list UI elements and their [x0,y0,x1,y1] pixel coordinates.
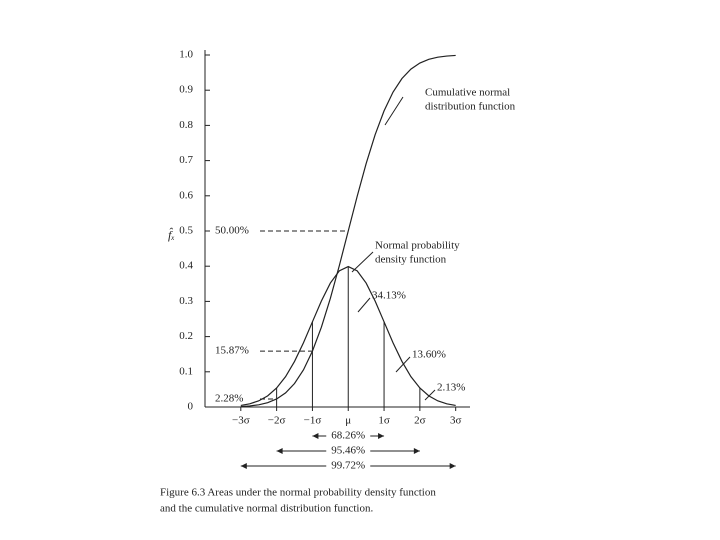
leader [357,297,371,313]
leader [384,96,404,126]
y-tick-label: 1.0 [179,49,193,61]
leader [424,389,436,401]
x-tick-label: −1σ [304,415,322,427]
x-tick-label: 2σ [414,415,426,427]
caption: Figure 6.3 Areas under the normal probab… [160,487,436,499]
x-tick-label: 1σ [378,415,390,427]
reference-label: 15.87% [215,345,249,357]
span-label: 95.46% [331,445,365,457]
annotation: 13.60% [412,349,446,361]
y-tick-label: 0 [188,401,194,413]
span-gap [326,460,371,472]
reference-label: 50.00% [215,225,249,237]
y-tick-label: 0.6 [179,189,193,201]
annotation: Cumulative normal [425,87,510,99]
y-tick-label: 0.7 [179,154,193,166]
leader [395,356,411,373]
leader [351,251,374,273]
x-tick-label: 3σ [450,415,462,427]
y-tick-label: 0.2 [179,330,193,342]
y-axis-label: f̂ₓ [168,227,175,242]
span-gap [326,445,371,457]
x-tick-label: −3σ [232,415,250,427]
annotation: 34.13% [372,290,406,302]
annotation: Normal probability [375,240,460,252]
reference-label: 2.28% [215,393,243,405]
annotation: density function [375,254,447,266]
y-tick-label: 0.9 [179,84,193,96]
y-tick-label: 0.8 [179,119,193,131]
annotation: distribution function [425,101,516,113]
y-tick-label: 0.5 [179,225,193,237]
y-tick-label: 0.4 [179,260,193,272]
y-tick-label: 0.1 [179,365,193,377]
span-label: 68.26% [331,430,365,442]
annotation: 2.13% [437,382,465,394]
span-gap [326,430,371,442]
x-tick-label: −2σ [268,415,286,427]
caption: and the cumulative normal distribution f… [160,503,373,515]
y-tick-label: 0.3 [179,295,193,307]
x-tick-label: μ [345,415,351,427]
span-label: 99.72% [331,460,365,472]
